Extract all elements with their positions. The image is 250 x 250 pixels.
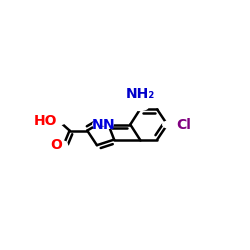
Text: O: O [50, 138, 62, 152]
Text: N: N [92, 118, 103, 132]
Ellipse shape [93, 121, 102, 128]
Text: Cl: Cl [176, 118, 191, 132]
Text: HO: HO [34, 114, 58, 128]
Ellipse shape [104, 121, 113, 128]
Ellipse shape [59, 141, 68, 149]
Text: N: N [102, 118, 114, 132]
Text: NH₂: NH₂ [125, 87, 154, 101]
Ellipse shape [131, 102, 148, 110]
Ellipse shape [163, 121, 179, 128]
Ellipse shape [51, 117, 66, 125]
